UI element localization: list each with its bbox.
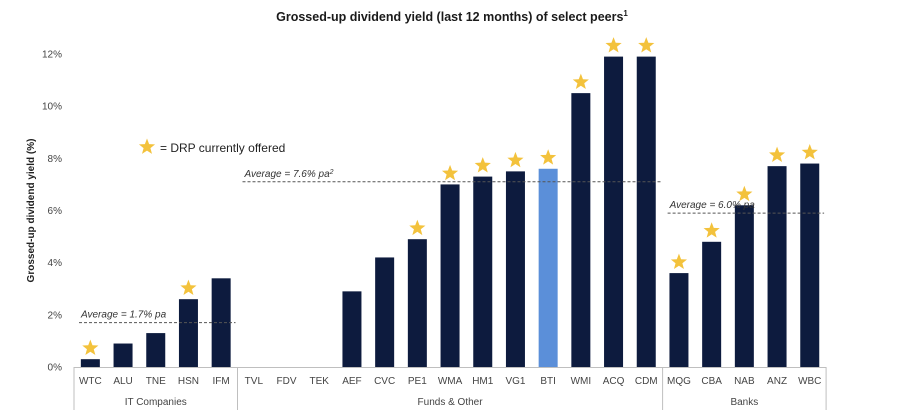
bar-wtc: [80, 359, 100, 367]
category-label: TNE: [146, 376, 166, 387]
x-axis: WTC ALU TNE HSN IFM TVL FDV TEK AEF CVC PE1 WMA HM1 V…: [73, 367, 827, 410]
category-label: NAB: [734, 376, 755, 387]
category-label: WTC: [79, 376, 102, 387]
star-icon: [736, 185, 753, 202]
category-label: CBA: [701, 376, 722, 387]
legend-label: = DRP currently offered: [160, 141, 285, 155]
bar-hm1: [473, 176, 493, 367]
bar-anz: [767, 166, 787, 367]
bar-wmi: [571, 93, 591, 367]
y-tick-label: 10%: [42, 102, 62, 113]
average-label: Average = 6.0% pa: [669, 200, 756, 211]
bar-pe1: [407, 239, 427, 367]
star-icon: [703, 222, 720, 238]
bar-bti: [538, 168, 558, 367]
star-icon: [441, 164, 459, 181]
group-label: IT Companies: [125, 397, 187, 408]
y-tick-label: 2%: [48, 310, 63, 321]
category-label: AEF: [342, 376, 361, 387]
category-label: TEK: [310, 376, 330, 387]
star-icon: [82, 339, 99, 356]
category-label: WBC: [798, 376, 821, 387]
star-icon: [638, 37, 655, 53]
bar-cvc: [375, 257, 395, 367]
category-label: BTI: [540, 376, 556, 387]
star-icon: [801, 144, 818, 160]
category-label: HSN: [178, 376, 199, 387]
bar-nab: [734, 205, 754, 367]
bar-hsn: [178, 299, 198, 367]
y-axis: 0% 2% 4% 6% 8% 10% 12% Grossed-up dividend yiel…: [26, 50, 62, 374]
category-label: CDM: [635, 376, 658, 387]
star-icon: [572, 73, 589, 89]
y-tick-label: 12%: [42, 50, 62, 61]
bar-aef: [342, 291, 362, 367]
y-tick-label: 8%: [48, 154, 63, 165]
star-icon: [605, 37, 622, 53]
average-lines: Average = 1.7% pa Average = 7.6% pa2 Avera…: [79, 168, 825, 324]
star-icon: [768, 146, 786, 163]
star-icon: [540, 149, 557, 165]
category-label: TVL: [245, 376, 264, 387]
y-tick-label: 6%: [48, 206, 63, 217]
bar-tne: [146, 333, 166, 367]
category-label: MQG: [667, 376, 691, 387]
category-label: FDV: [277, 376, 297, 387]
category-label: ALU: [113, 376, 132, 387]
bar-mqg: [669, 273, 689, 367]
category-label: IFM: [213, 376, 230, 387]
bar-wma: [440, 184, 460, 367]
legend: = DRP currently offered: [138, 138, 285, 155]
category-label: CVC: [374, 376, 395, 387]
bar-alu: [113, 343, 133, 367]
y-tick-label: 0%: [48, 363, 63, 374]
category-label: VG1: [505, 376, 525, 387]
category-label: ACQ: [603, 376, 625, 387]
average-label: Average = 7.6% pa2: [244, 168, 334, 180]
y-tick-label: 4%: [48, 258, 63, 269]
star-icon: [670, 253, 688, 269]
average-label: Average = 1.7% pa: [80, 310, 167, 321]
category-label: PE1: [408, 376, 427, 387]
star-icon: [474, 157, 491, 173]
drp-stars: [82, 37, 818, 356]
star-icon: [138, 138, 156, 154]
category-label: HM1: [472, 376, 494, 387]
star-icon: [409, 219, 426, 236]
star-icon: [180, 279, 197, 296]
category-label: WMI: [571, 376, 592, 387]
chart-title: Grossed-up dividend yield (last 12 month…: [276, 9, 628, 25]
bar-vg1: [505, 171, 525, 367]
category-label: ANZ: [767, 376, 787, 387]
bar-wbc: [800, 163, 820, 367]
group-label: Banks: [730, 397, 758, 408]
group-label: Funds & Other: [418, 397, 484, 408]
category-label: WMA: [438, 376, 463, 387]
bar-cba: [702, 241, 722, 367]
y-axis-title: Grossed-up dividend yield (%): [26, 139, 37, 283]
bar-cdm: [636, 56, 656, 367]
star-icon: [507, 151, 524, 168]
bar-series: [80, 56, 820, 367]
bar-acq: [604, 56, 624, 367]
